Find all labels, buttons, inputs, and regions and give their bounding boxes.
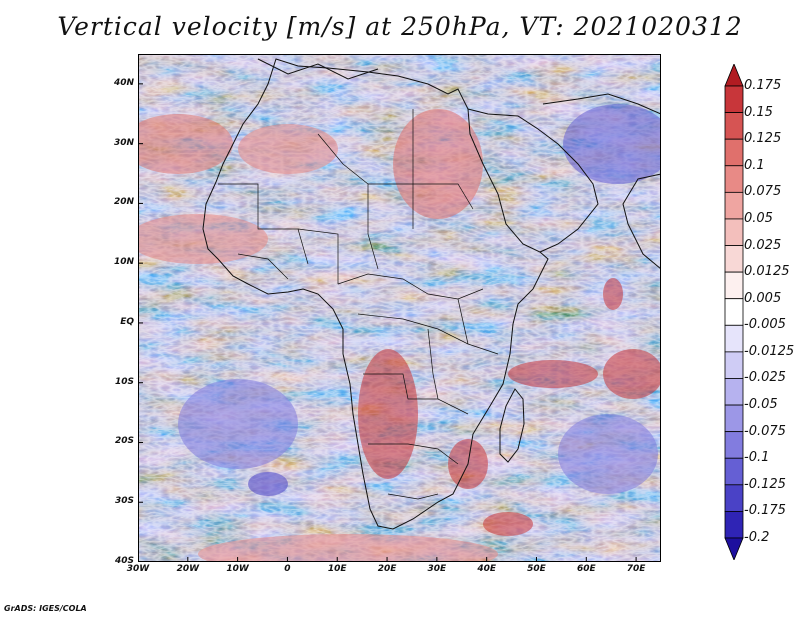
- lon-label: 0: [284, 564, 291, 574]
- colorbar-label: -0.175: [744, 503, 786, 519]
- colorbar-label: -0.0125: [744, 343, 795, 359]
- colorbar-label: 0.125: [744, 131, 782, 147]
- lat-label: 30S: [114, 496, 134, 507]
- colorbar-label: 0.05: [744, 210, 773, 226]
- colorbar-swatch: [724, 404, 744, 433]
- colorbar-label: -0.05: [744, 397, 778, 413]
- colorbar-swatch: [724, 484, 744, 512]
- lat-label: 10N: [113, 257, 134, 268]
- colorbar-swatch: [724, 191, 744, 220]
- lat-label: 20N: [113, 197, 134, 208]
- country-borders: [218, 109, 499, 500]
- colorbar-swatch: [724, 431, 744, 459]
- colorbar-swatch: [724, 112, 744, 140]
- lon-label: 70E: [626, 564, 646, 574]
- colorbar-swatch: [724, 218, 744, 246]
- lat-label: 20S: [114, 436, 134, 447]
- colorbar-swatch: [724, 138, 744, 167]
- colorbar-label: 0.075: [744, 184, 782, 200]
- colorbar-swatch: [724, 85, 744, 113]
- colorbar-swatch: [724, 245, 744, 273]
- colorbar-swatch: [724, 457, 744, 486]
- colorbar-label: 0.175: [744, 78, 782, 93]
- lon-label: 60E: [576, 564, 596, 574]
- colorbar-swatch: [724, 511, 744, 539]
- lat-label: 40S: [114, 556, 134, 566]
- lon-label: 30E: [427, 564, 447, 574]
- colorbar-label: 0.0125: [744, 264, 790, 280]
- colorbar-label: -0.005: [744, 317, 786, 333]
- colorbar: [724, 64, 744, 560]
- lon-label: 10W: [226, 564, 249, 574]
- colorbar-swatch: [724, 351, 744, 379]
- colorbar-label: -0.075: [744, 423, 786, 439]
- colorbar-swatch: [724, 165, 744, 193]
- colorbar-swatch: [724, 271, 744, 300]
- colorbar-max-arrow: [724, 64, 744, 87]
- lat-label: 40N: [113, 77, 134, 88]
- axis-ticks: [138, 83, 637, 562]
- grads-credit: GrADS: IGES/COLA: [4, 604, 87, 613]
- colorbar-label: 0.025: [744, 237, 782, 253]
- colorbar-min-arrow: [724, 537, 744, 560]
- colorbar-label: 0.15: [744, 104, 773, 120]
- colorbar-label: 0.005: [744, 290, 782, 306]
- lon-label: 20W: [176, 564, 200, 574]
- lon-label: 50E: [527, 564, 546, 574]
- map-title: Vertical velocity [m/s] at 250hPa, VT: 2…: [57, 12, 743, 41]
- colorbar-label: -0.1: [744, 450, 770, 466]
- velocity-anomaly-regions: [138, 104, 661, 562]
- lon-label: 10E: [327, 564, 347, 574]
- lon-label: 20E: [377, 564, 397, 574]
- coastlines: [202, 58, 661, 530]
- lon-label: 30W: [126, 564, 150, 574]
- map-plot-area: [138, 54, 661, 562]
- colorbar-label: -0.125: [744, 476, 786, 492]
- colorbar-label: -0.025: [744, 370, 786, 386]
- colorbar-label: 0.1: [744, 157, 765, 173]
- colorbar-swatch: [724, 298, 744, 326]
- lat-label: 10S: [114, 376, 134, 387]
- colorbar-swatch: [724, 378, 744, 406]
- map-border: [138, 54, 661, 562]
- lat-label: EQ: [120, 316, 134, 327]
- lat-label: 30N: [113, 137, 134, 148]
- colorbar-swatch: [724, 324, 744, 353]
- colorbar-label: -0.2: [744, 530, 770, 545]
- lon-label: 40E: [477, 564, 496, 574]
